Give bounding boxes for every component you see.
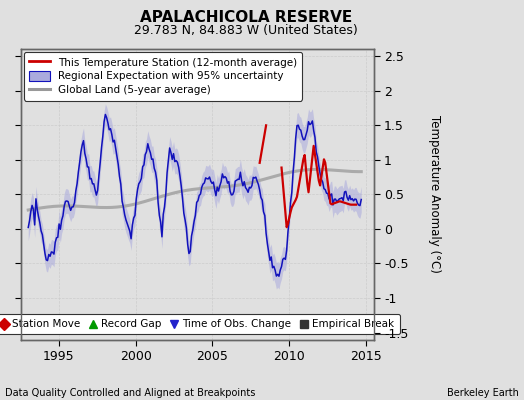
Global Land (5-year average) xyxy=(25,208,31,212)
Regional Expectation with 95% uncertainty xyxy=(297,127,303,132)
Regional Expectation with 95% uncertainty xyxy=(345,198,352,203)
Regional Expectation with 95% uncertainty xyxy=(358,197,364,202)
Regional Expectation with 95% uncertainty xyxy=(73,188,79,193)
Global Land (5-year average) xyxy=(73,204,79,208)
Global Land (5-year average) xyxy=(313,167,320,172)
Regional Expectation with 95% uncertainty xyxy=(65,199,71,204)
This Temperature Station (12-month average) xyxy=(294,194,300,199)
Global Land (5-year average) xyxy=(294,168,300,173)
Global Land (5-year average) xyxy=(165,192,171,197)
Text: APALACHICOLA RESERVE: APALACHICOLA RESERVE xyxy=(140,10,353,25)
Line: Regional Expectation with 95% uncertainty: Regional Expectation with 95% uncertaint… xyxy=(28,114,361,276)
Regional Expectation with 95% uncertainty xyxy=(165,158,171,162)
Y-axis label: Temperature Anomaly (°C): Temperature Anomaly (°C) xyxy=(428,115,441,273)
Text: Berkeley Earth: Berkeley Earth xyxy=(447,388,519,398)
Global Land (5-year average) xyxy=(344,169,350,174)
Line: This Temperature Station (12-month average): This Temperature Station (12-month avera… xyxy=(260,125,356,227)
Global Land (5-year average) xyxy=(164,192,170,197)
Regional Expectation with 95% uncertainty xyxy=(102,112,108,117)
Global Land (5-year average) xyxy=(65,204,71,208)
Line: Global Land (5-year average): Global Land (5-year average) xyxy=(28,170,361,210)
Regional Expectation with 95% uncertainty xyxy=(276,274,282,279)
Text: 29.783 N, 84.883 W (United States): 29.783 N, 84.883 W (United States) xyxy=(134,24,358,37)
Text: Data Quality Controlled and Aligned at Breakpoints: Data Quality Controlled and Aligned at B… xyxy=(5,388,256,398)
Legend: Station Move, Record Gap, Time of Obs. Change, Empirical Break: Station Move, Record Gap, Time of Obs. C… xyxy=(0,314,400,334)
Global Land (5-year average) xyxy=(358,169,364,174)
This Temperature Station (12-month average) xyxy=(343,201,349,206)
Regional Expectation with 95% uncertainty xyxy=(25,225,31,230)
Regional Expectation with 95% uncertainty xyxy=(167,146,173,150)
